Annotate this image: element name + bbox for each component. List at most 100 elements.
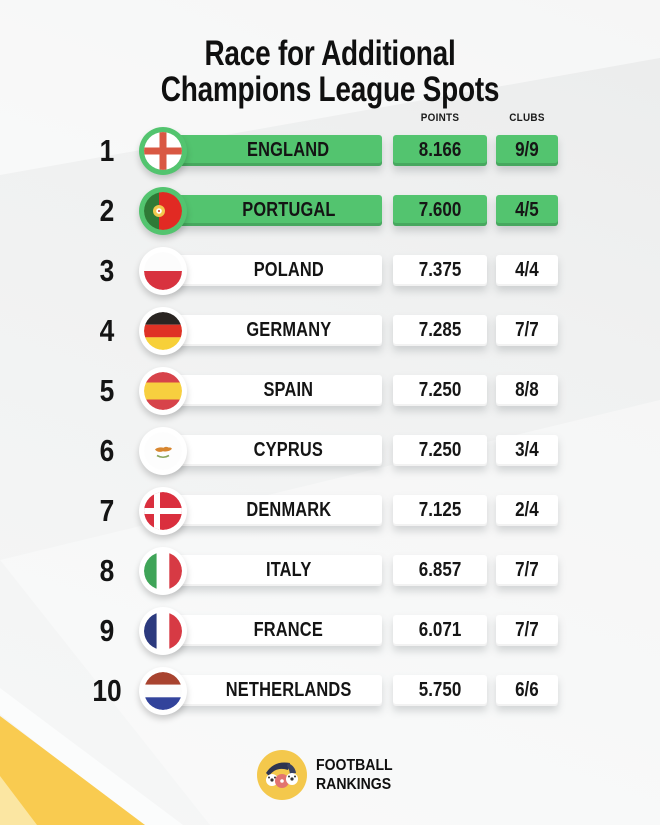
clubs-value: 7/7	[515, 319, 539, 341]
country-bar: CYPRUS	[163, 435, 382, 466]
points-box: 6.071	[393, 615, 487, 646]
clubs-value: 2/4	[515, 499, 539, 521]
country-bar: FRANCE	[163, 615, 382, 646]
column-header-points: POINTS	[420, 112, 460, 124]
page-title-line1: Race for Additional	[204, 34, 456, 74]
country-bar: ITALY	[163, 555, 382, 586]
italy-flag-icon	[139, 547, 187, 595]
rank-number: 2	[99, 192, 115, 228]
clubs-value: 7/7	[515, 559, 539, 581]
ranking-row: 1 ENGLAND 8.166 9/9	[0, 127, 660, 175]
points-box: 7.250	[393, 435, 487, 466]
clubs-box: 9/9	[496, 135, 558, 166]
rank-number: 10	[92, 672, 122, 708]
country-bar: NETHERLANDS	[163, 675, 382, 706]
rank-number: 9	[99, 612, 115, 648]
points-value: 6.857	[418, 559, 462, 581]
country-bar: ENGLAND	[163, 135, 382, 166]
country-name-label: FRANCE	[253, 619, 324, 641]
netherlands-flag-icon	[139, 667, 187, 715]
points-value: 7.125	[418, 499, 462, 521]
points-value: 7.285	[418, 319, 462, 341]
england-flag-icon	[139, 127, 187, 175]
points-box: 8.166	[393, 135, 487, 166]
points-box: 7.250	[393, 375, 487, 406]
points-box: 6.857	[393, 555, 487, 586]
ranking-row: 7 DENMARK 7.125 2/4	[0, 487, 660, 535]
portugal-flag-icon	[139, 187, 187, 235]
ranking-row: 4 GERMANY 7.285 7/7	[0, 307, 660, 355]
points-box: 7.600	[393, 195, 487, 226]
page-title: Race for Additional Champions League Spo…	[0, 36, 660, 108]
country-name-label: POLAND	[253, 259, 324, 281]
points-value: 5.750	[418, 679, 462, 701]
clubs-value: 6/6	[515, 679, 539, 701]
country-name-label: ENGLAND	[247, 139, 330, 161]
points-value: 7.250	[418, 439, 462, 461]
country-name-label: NETHERLANDS	[225, 679, 352, 701]
country-name-label: SPAIN	[263, 379, 314, 401]
country-name-label: CYPRUS	[253, 439, 324, 461]
rank-number: 3	[99, 252, 115, 288]
rank-number: 4	[99, 312, 115, 348]
ranking-row: 6 CYPRUS 7.250 3/4	[0, 427, 660, 475]
ranking-row: 9 FRANCE 6.071 7/7	[0, 607, 660, 655]
clubs-value: 3/4	[515, 439, 539, 461]
clubs-value: 9/9	[515, 139, 539, 161]
country-bar: DENMARK	[163, 495, 382, 526]
rank-number: 7	[99, 492, 115, 528]
country-name-label: PORTUGAL	[241, 199, 336, 221]
germany-flag-icon	[139, 307, 187, 355]
footer-brand: FOOTBALL RANKINGS	[0, 750, 660, 800]
clubs-value: 4/5	[515, 199, 539, 221]
rank-number: 1	[99, 132, 115, 168]
clubs-box: 3/4	[496, 435, 558, 466]
clubs-value: 7/7	[515, 619, 539, 641]
clubs-box: 7/7	[496, 555, 558, 586]
spain-flag-icon	[139, 367, 187, 415]
poland-flag-icon	[139, 247, 187, 295]
country-name-label: GERMANY	[245, 319, 331, 341]
clubs-box: 4/4	[496, 255, 558, 286]
points-box: 7.285	[393, 315, 487, 346]
brand-line1: FOOTBALL	[315, 757, 393, 774]
rank-number: 8	[99, 552, 115, 588]
rank-number: 6	[99, 432, 115, 468]
points-value: 7.250	[418, 379, 462, 401]
country-name-label: ITALY	[265, 559, 312, 581]
country-bar: PORTUGAL	[163, 195, 382, 226]
france-flag-icon	[139, 607, 187, 655]
column-header-clubs: CLUBS	[509, 112, 545, 124]
rank-number: 5	[99, 372, 115, 408]
brand-line2: RANKINGS	[315, 776, 392, 793]
country-bar: SPAIN	[163, 375, 382, 406]
ranking-row: 2 PORTUGAL 7.600 4/5	[0, 187, 660, 235]
points-box: 5.750	[393, 675, 487, 706]
ranking-row: 5 SPAIN 7.250 8/8	[0, 367, 660, 415]
page-title-line2: Champions League Spots	[160, 70, 500, 110]
clubs-box: 4/5	[496, 195, 558, 226]
points-value: 7.375	[418, 259, 462, 281]
ranking-row: 8 ITALY 6.857 7/7	[0, 547, 660, 595]
ranking-row: 10 NETHERLANDS 5.750 6/6	[0, 667, 660, 715]
country-bar: GERMANY	[163, 315, 382, 346]
cyprus-flag-icon	[139, 427, 187, 475]
clubs-box: 7/7	[496, 615, 558, 646]
points-box: 7.375	[393, 255, 487, 286]
brand-text: FOOTBALL RANKINGS	[316, 756, 393, 794]
points-value: 6.071	[418, 619, 462, 641]
clubs-value: 8/8	[515, 379, 539, 401]
clubs-box: 2/4	[496, 495, 558, 526]
clubs-box: 8/8	[496, 375, 558, 406]
country-bar: POLAND	[163, 255, 382, 286]
ranking-row: 3 POLAND 7.375 4/4	[0, 247, 660, 295]
clubs-box: 7/7	[496, 315, 558, 346]
clubs-box: 6/6	[496, 675, 558, 706]
points-value: 7.600	[418, 199, 462, 221]
football-rankings-logo-icon	[256, 750, 307, 800]
points-value: 8.166	[418, 139, 462, 161]
denmark-flag-icon	[139, 487, 187, 535]
country-name-label: DENMARK	[246, 499, 331, 521]
